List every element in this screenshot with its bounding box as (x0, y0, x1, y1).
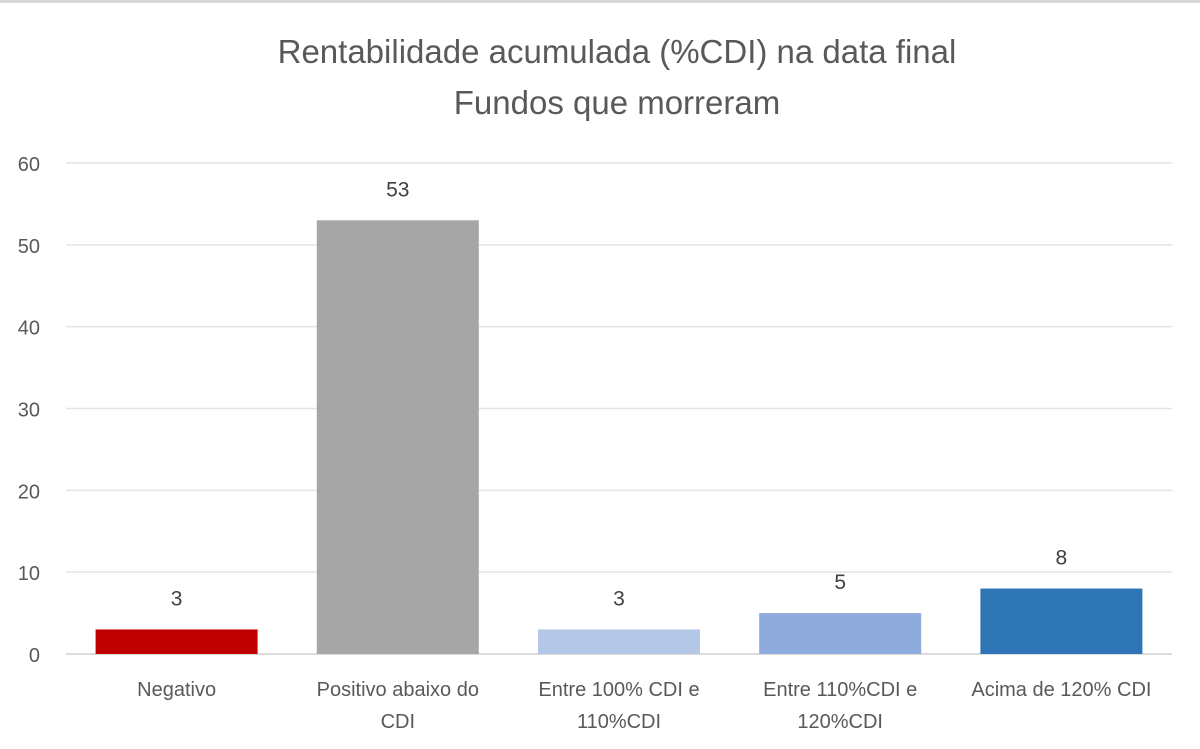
x-tick-label: Negativo (137, 679, 216, 701)
top-border (0, 0, 1200, 3)
chart-title-line-1: Rentabilidade acumulada (%CDI) na data f… (278, 33, 957, 70)
x-tick-label: Positivo abaixo do (317, 679, 479, 701)
bar (980, 588, 1143, 654)
y-tick-label: 0 (29, 645, 40, 667)
data-label: 5 (834, 571, 846, 594)
y-tick-label: 30 (18, 400, 40, 422)
y-axis-tick-labels: 0 10 20 30 40 50 60 (18, 154, 40, 667)
x-tick-label: Entre 110%CDI e (763, 679, 917, 701)
gridlines (66, 162, 1172, 655)
bar (759, 613, 922, 654)
data-labels: 3 53 3 5 8 (171, 178, 1067, 610)
y-tick-label: 60 (18, 154, 40, 176)
x-tick-label: Entre 100% CDI e (538, 679, 699, 701)
data-label: 3 (613, 587, 625, 610)
y-tick-label: 40 (18, 318, 40, 340)
bar (538, 629, 700, 654)
x-axis-tick-labels: Negativo Positivo abaixo do CDI Entre 100% … (137, 679, 1151, 733)
x-tick-label: 110%CDI (577, 711, 661, 733)
data-label: 8 (1056, 547, 1068, 570)
bar (95, 629, 258, 654)
x-tick-label: Acima de 120% CDI (971, 679, 1151, 701)
data-label: 53 (386, 178, 409, 201)
bars (95, 220, 1143, 655)
data-label: 3 (171, 587, 183, 610)
y-tick-label: 50 (18, 236, 40, 258)
x-tick-label: CDI (381, 711, 415, 733)
y-tick-label: 20 (18, 481, 40, 503)
chart-title-line-2: Fundos que morreram (454, 84, 780, 121)
y-tick-label: 10 (18, 563, 40, 585)
bar (316, 220, 479, 655)
x-tick-label: 120%CDI (797, 711, 883, 733)
